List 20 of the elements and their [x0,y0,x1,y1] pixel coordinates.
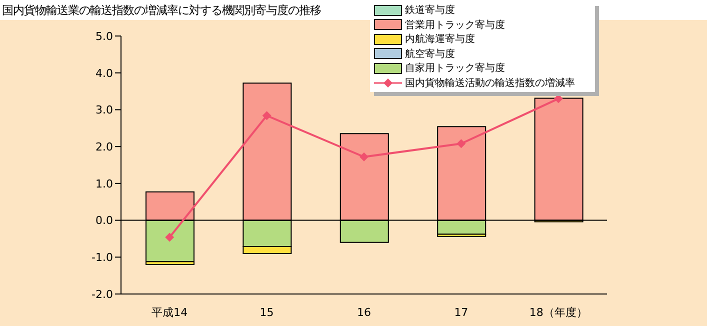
legend-label: 自家用トラック寄与度 [405,62,505,76]
x-tick-label: 15 [260,306,274,319]
y-tick-label: 0.0 [96,214,113,228]
legend-label: 航空寄与度 [405,48,455,61]
legend-label: 鉄道寄与度 [405,4,455,18]
y-tick-label: 1.0 [96,177,113,190]
y-tick-label: 2.0 [96,140,113,154]
x-tick-label: 17 [454,306,468,319]
y-tick-label: 5.0 [96,30,113,43]
legend-label: 営業用トラック寄与度 [405,18,505,32]
x-tick-label: 18（年度） [529,306,588,319]
y-tick-label: 3.0 [96,104,113,117]
legend-label: 内航海運寄与度 [405,32,475,46]
y-tick-label: -2.0 [92,288,113,301]
x-tick-label: 16 [357,306,371,319]
chart-title: 国内貨物輸送業の輸送指数の増減率に対する機関別寄与度の推移 [2,3,321,18]
y-tick-label: 4.0 [96,66,113,80]
legend-label: 国内貨物輸送活動の輸送指数の増減率 [405,76,575,90]
x-tick-label: 平成14 [152,306,188,319]
y-tick-label: -1.0 [92,251,113,264]
